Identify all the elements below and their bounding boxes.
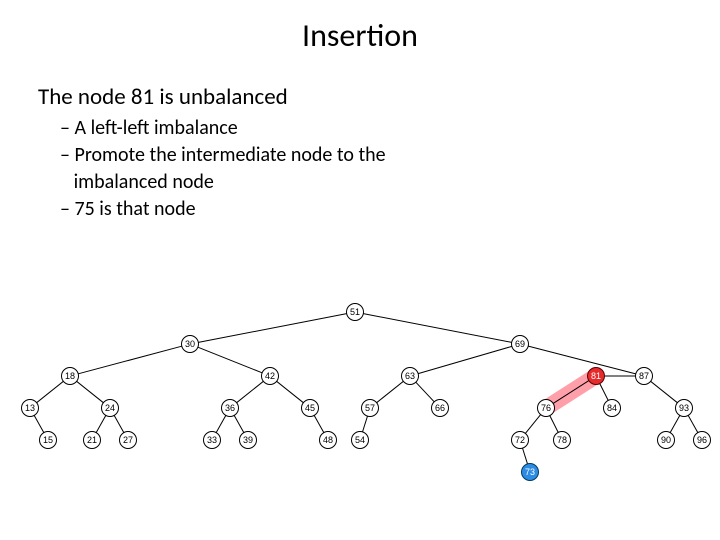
tree-diagram: 13 15 18 21 24 27 30 33 36 39 42 45 48 51 54 57 63 66 69 72… (0, 300, 720, 520)
tree-edge (216, 415, 226, 432)
tree-edge (96, 415, 106, 432)
tree-node-label: 84 (607, 403, 617, 413)
tree-node-label: 96 (697, 435, 707, 445)
tree-node-label: 72 (515, 435, 525, 445)
tree-edge (234, 415, 244, 432)
tree-node-label: 39 (243, 435, 253, 445)
subtitle-text: The node 81 is unbalanced (0, 55, 720, 111)
tree-edge (363, 314, 511, 343)
tree-edge (363, 416, 368, 432)
tree-edge (37, 381, 64, 402)
tree-node-label: 27 (123, 435, 133, 445)
tree-edge (77, 381, 104, 402)
tree-edge (523, 448, 528, 464)
tree-edge (277, 381, 304, 402)
tree-node-label: 78 (557, 435, 567, 445)
tree-node-label: 54 (355, 435, 365, 445)
tree-node-label: 69 (515, 339, 525, 349)
tree-edge (198, 347, 262, 373)
tree-node-label: 13 (25, 403, 35, 413)
tree-edge (416, 382, 434, 402)
tree-edge (651, 381, 678, 402)
tree-node-label: 24 (105, 403, 115, 413)
tree-node-label: 30 (185, 339, 195, 349)
tree-node-label: 90 (661, 435, 671, 445)
tree-edge (688, 415, 698, 432)
tree-node-label: 42 (265, 371, 275, 381)
tree-node-label: 93 (679, 403, 689, 413)
tree-node-label: 81 (591, 371, 601, 381)
tree-edge (237, 381, 264, 402)
tree-edge (528, 346, 636, 374)
tree-edge (314, 415, 324, 432)
bullet-item: – 75 is that node (60, 196, 720, 223)
tree-node-label: 76 (541, 403, 551, 413)
page-title: Insertion (0, 0, 720, 55)
tree-node-label: 15 (43, 435, 53, 445)
tree-node-label: 18 (65, 371, 75, 381)
tree-node-label: 33 (207, 435, 217, 445)
tree-edge (78, 346, 182, 374)
tree-svg: 13 15 18 21 24 27 30 33 36 39 42 45 48 51 54 57 63 66 69 72… (0, 300, 720, 520)
tree-node-label: 48 (323, 435, 333, 445)
tree-node-label: 66 (435, 403, 445, 413)
bullet-item: imbalanced node (60, 169, 720, 196)
tree-node-label: 73 (525, 467, 535, 477)
tree-edge (34, 415, 44, 432)
tree-edge (600, 384, 608, 401)
tree-node-label: 57 (365, 403, 375, 413)
tree-node-label: 51 (350, 307, 360, 317)
tree-edge (670, 415, 680, 432)
tree-edge (198, 314, 346, 343)
bullet-item: – A left-left imbalance (60, 115, 720, 142)
bullet-list: – A left-left imbalance – Promote the in… (0, 111, 720, 223)
tree-edge (114, 415, 124, 432)
bullet-item: – Promote the intermediate node to the (60, 142, 720, 169)
tree-edge (418, 346, 512, 373)
tree-edge (525, 415, 540, 434)
tree-node-label: 21 (87, 435, 97, 445)
tree-node-label: 63 (405, 371, 415, 381)
tree-edge (377, 381, 404, 402)
tree-node-label: 45 (305, 403, 315, 413)
tree-node-label: 36 (225, 403, 235, 413)
tree-node-label: 87 (639, 371, 649, 381)
tree-edge (550, 416, 558, 433)
